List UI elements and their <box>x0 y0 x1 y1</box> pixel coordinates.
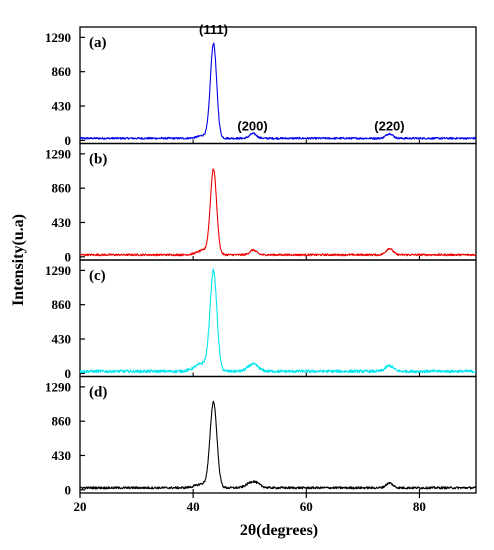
series-line-1 <box>79 42 477 140</box>
peak-label: (111) <box>199 22 228 37</box>
y-tick-label: 0 <box>65 133 72 148</box>
y-tick-label: 1290 <box>45 379 71 394</box>
y-tick-label: 430 <box>52 331 72 346</box>
panel-label: (b) <box>89 152 107 168</box>
y-tick-label: 0 <box>65 482 72 497</box>
peak-label: (220) <box>374 119 404 134</box>
y-tick-label: 1290 <box>45 263 71 278</box>
panel-1: 0 430 860 1290 (a) (111) (200) (220) <box>45 22 477 148</box>
x-axis: 20 40 60 80 <box>74 493 426 514</box>
panel-3: 0 430 860 1290 (c) <box>45 259 477 381</box>
panel-label: (c) <box>89 268 106 284</box>
y-tick-label: 0 <box>65 249 72 264</box>
panel-label: (a) <box>89 35 107 51</box>
panel-frame <box>79 26 477 145</box>
panel-frame <box>79 375 477 494</box>
panel-frame <box>79 142 477 261</box>
x-tick-label: 80 <box>413 499 426 514</box>
series-line-4 <box>79 400 477 490</box>
panels: 0 430 860 1290 (a) (111) (200) (220) 0 430 860 1290… <box>45 22 477 497</box>
series-line-2 <box>79 168 477 257</box>
series-line-3 <box>79 268 477 374</box>
y-tick-label: 860 <box>52 64 72 79</box>
y-axis-title: Intensity(u.a) <box>10 214 27 306</box>
y-tick-label: 860 <box>52 297 72 312</box>
x-tick-label: 20 <box>74 499 87 514</box>
y-tick-label: 860 <box>52 414 72 429</box>
y-tick-label: 430 <box>52 98 72 113</box>
panel-frame <box>79 259 477 378</box>
y-tick-label: 430 <box>52 448 72 463</box>
y-tick-label: 1290 <box>45 146 71 161</box>
panel-label: (d) <box>89 385 107 401</box>
y-tick-label: 860 <box>52 181 72 196</box>
panel-4: 0 430 860 1290 (d) <box>45 375 477 497</box>
y-tick-label: 1290 <box>45 30 71 45</box>
y-tick-label: 430 <box>52 215 72 230</box>
x-tick-label: 40 <box>187 499 200 514</box>
y-tick-label: 0 <box>65 366 72 381</box>
x-axis-title: 2θ(degrees) <box>240 522 318 539</box>
x-tick-label: 60 <box>300 499 313 514</box>
panel-2: 0 430 860 1290 (b) <box>45 142 477 264</box>
peak-label: (200) <box>237 119 267 134</box>
